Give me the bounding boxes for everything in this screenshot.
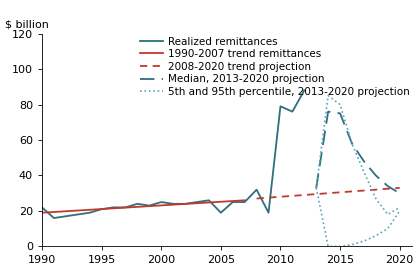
Line: Median, 2013-2020 projection: Median, 2013-2020 projection — [316, 112, 400, 193]
2008-2020 trend projection — [254, 197, 259, 200]
Legend: Realized remittances, 1990-2007 trend remittances, 2008-2020 trend projection, M: Realized remittances, 1990-2007 trend re… — [139, 37, 410, 97]
Realized remittances — [147, 204, 152, 207]
Line: 2008-2020 trend projection: 2008-2020 trend projection — [257, 188, 400, 199]
Realized remittances — [123, 206, 128, 209]
Realized remittances — [75, 213, 80, 216]
Realized remittances — [63, 214, 68, 218]
5th and 95th percentile, 2013-2020 projection — [349, 142, 354, 145]
Realized remittances — [254, 188, 259, 191]
Realized remittances — [278, 105, 283, 108]
5th and 95th percentile, 2013-2020 projection — [338, 103, 343, 106]
1990-2007 trend remittances — [242, 199, 247, 202]
5th and 95th percentile, 2013-2020 projection — [397, 206, 402, 209]
Line: Realized remittances: Realized remittances — [42, 90, 304, 218]
Median, 2013-2020 projection — [397, 192, 402, 195]
Realized remittances — [206, 199, 211, 202]
Realized remittances — [111, 206, 116, 209]
Realized remittances — [159, 200, 164, 204]
1990-2007 trend remittances — [39, 211, 45, 214]
Realized remittances — [290, 110, 295, 113]
Median, 2013-2020 projection — [349, 142, 354, 145]
Median, 2013-2020 projection — [361, 160, 366, 163]
Line: 1990-2007 trend remittances: 1990-2007 trend remittances — [42, 200, 245, 213]
Median, 2013-2020 projection — [338, 112, 343, 115]
5th and 95th percentile, 2013-2020 projection — [314, 186, 319, 190]
5th and 95th percentile, 2013-2020 projection — [361, 170, 366, 174]
Median, 2013-2020 projection — [314, 186, 319, 190]
5th and 95th percentile, 2013-2020 projection — [385, 213, 390, 216]
Realized remittances — [230, 200, 235, 204]
Realized remittances — [218, 211, 223, 214]
Median, 2013-2020 projection — [326, 110, 331, 113]
Realized remittances — [266, 211, 271, 214]
5th and 95th percentile, 2013-2020 projection — [326, 94, 331, 97]
Realized remittances — [87, 211, 92, 214]
Median, 2013-2020 projection — [385, 185, 390, 188]
5th and 95th percentile, 2013-2020 projection — [373, 197, 378, 200]
Realized remittances — [99, 207, 104, 211]
Realized remittances — [194, 200, 200, 204]
Text: $ billion: $ billion — [5, 19, 49, 29]
Realized remittances — [39, 206, 45, 209]
Realized remittances — [302, 89, 307, 92]
2008-2020 trend projection — [397, 186, 402, 190]
Median, 2013-2020 projection — [373, 174, 378, 177]
Realized remittances — [183, 202, 188, 206]
Realized remittances — [51, 216, 56, 220]
Realized remittances — [242, 200, 247, 204]
Realized remittances — [171, 202, 176, 206]
Line: 5th and 95th percentile, 2013-2020 projection: 5th and 95th percentile, 2013-2020 proje… — [316, 96, 400, 214]
Realized remittances — [135, 202, 140, 206]
